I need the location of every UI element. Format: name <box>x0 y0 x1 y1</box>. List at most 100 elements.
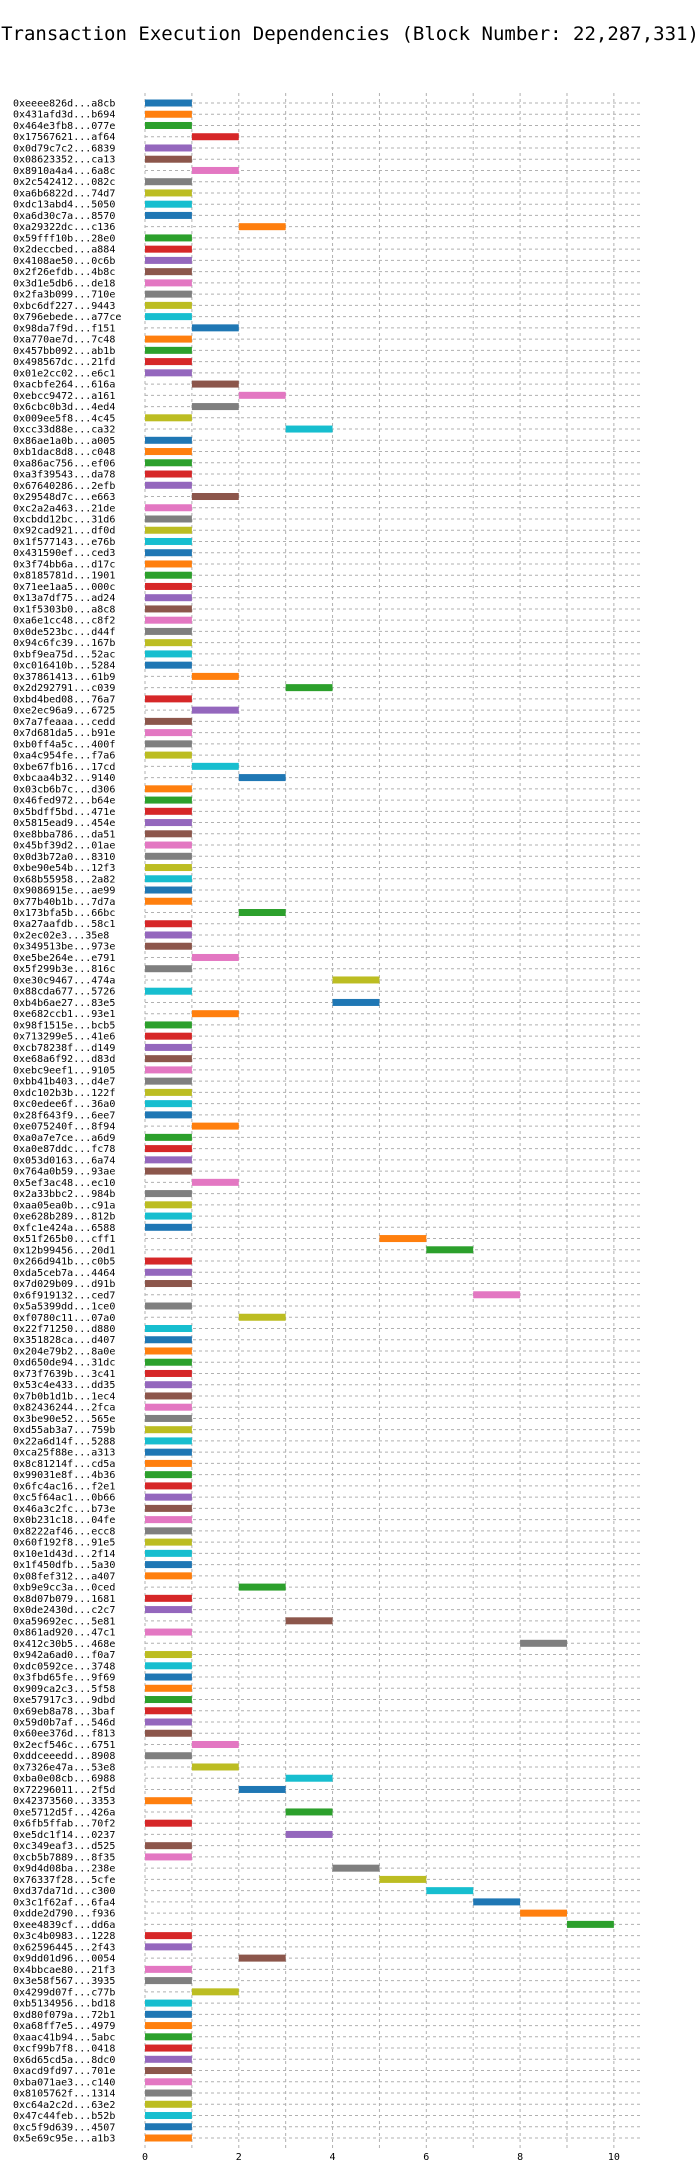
bar-0xcf99b7f8...0418 <box>145 2044 192 2052</box>
bar-0xc64a2c2d...63e2 <box>145 2100 192 2108</box>
bar-0x22f71250...d880 <box>145 1324 192 1332</box>
y-tick-label: 0x351828ca...d407 <box>13 1335 115 1346</box>
y-tick-label: 0xcc33d88e...ca32 <box>13 425 115 436</box>
y-tick-label: 0x5a5399dd...1ce0 <box>13 1302 115 1313</box>
x-tick-labels: 0 2 4 6 8 10 <box>142 2152 620 2163</box>
y-tick-label: 0x45bf39d2...01ae <box>13 841 115 852</box>
y-tick-label: 0xb1dac8d8...c048 <box>13 447 115 458</box>
bar-0xe628b289...812b <box>145 1212 192 1220</box>
y-tick-label: 0xeeee826d...a8cb <box>13 99 115 110</box>
bar-0x6d65cd5a...8dc0 <box>145 2055 192 2063</box>
bar-0x173bfa5b...66bc <box>238 909 286 917</box>
bar-0xc5f64ac1...0b66 <box>145 1493 192 1501</box>
bar-0x99031e8f...4b36 <box>145 1471 192 1479</box>
y-tick-label: 0xe682ccb1...93e1 <box>13 1009 115 1020</box>
bar-0x86ae1a0b...a005 <box>145 436 192 444</box>
bar-0xfc1e424a...6588 <box>145 1223 192 1231</box>
y-tick-label: 0x69eb8a78...3baf <box>13 1706 115 1717</box>
y-tick-label: 0x457bb092...ab1b <box>13 346 115 357</box>
y-tick-label: 0x73f7639b...3c41 <box>13 1369 115 1380</box>
bar-0x28f643f9...6ee7 <box>145 1111 192 1119</box>
bar-0xbf9ea75d...52ac <box>145 650 192 658</box>
y-tick-label: 0xc0edee6f...36a0 <box>13 1099 115 1110</box>
bar-0xbcaa4b32...9140 <box>238 774 286 782</box>
y-tick-label: 0x053d0163...6a74 <box>13 1155 115 1166</box>
y-tick-label: 0x8d07b079...1681 <box>13 1594 115 1605</box>
bar-0xba071ae3...c140 <box>145 2078 192 2086</box>
x-tick-label-4: 4 <box>330 2152 336 2163</box>
bar-0xdde2d790...f936 <box>520 1909 567 1917</box>
bar-0x9dd01d96...0054 <box>238 1954 286 1962</box>
bar-0x37861413...61b9 <box>191 672 239 680</box>
y-tick-label: 0xdde2d790...f936 <box>13 1909 115 1920</box>
y-tick-label: 0xba0e08cb...6988 <box>13 1774 115 1785</box>
bar-0xa4c954fe...f7a6 <box>145 751 192 759</box>
bar-0x10e1d43d...2f14 <box>145 1549 192 1557</box>
y-tick-label: 0x03cb6b7c...d306 <box>13 784 115 795</box>
y-tick-label: 0x99031e8f...4b36 <box>13 1470 115 1481</box>
bar-0x92cad921...df0d <box>145 526 192 534</box>
bar-0x73f7639b...3c41 <box>145 1369 192 1377</box>
bar-0x0de2430d...c2c7 <box>145 1606 192 1614</box>
bar-0x03cb6b7c...d306 <box>145 785 192 793</box>
y-tick-label: 0x5f299b3e...816c <box>13 964 115 975</box>
bar-0x4bbcae80...21f3 <box>145 1965 192 1973</box>
y-tick-label: 0x98f1515e...bcb5 <box>13 1020 115 1031</box>
bar-0xd37da71d...c300 <box>426 1887 474 1895</box>
y-tick-label: 0x2deccbed...a884 <box>13 245 115 256</box>
bar-0x9086915e...ae99 <box>145 886 192 894</box>
y-tick-label: 0xe5dc1f14...0237 <box>13 1830 115 1841</box>
y-tick-label: 0x3fbd65fe...9f69 <box>13 1673 115 1684</box>
y-tick-label: 0x2fa3b099...710e <box>13 290 115 301</box>
y-tick-label: 0x3be90e52...565e <box>13 1414 115 1425</box>
y-tick-label: 0x46fed972...b64e <box>13 796 115 807</box>
bar-0x94c6fc39...167b <box>145 639 192 647</box>
bar-0xddceeedd...8908 <box>145 1752 192 1760</box>
bar-0x2c542412...082c <box>145 178 192 186</box>
y-tick-label: 0x1f5303b0...a8c8 <box>13 604 115 615</box>
bar-0x2ec02e3...35e8 <box>145 931 192 939</box>
bar-0x0b231c18...04fe <box>145 1516 192 1524</box>
y-tick-label: 0xc016410b...5284 <box>13 661 115 672</box>
bar-0xcb78238f...d149 <box>145 1043 192 1051</box>
y-tick-label: 0x8c81214f...cd5a <box>13 1459 115 1470</box>
y-tick-label: 0xa27aafdb...58c1 <box>13 919 115 930</box>
y-tick-label: 0xe30c9467...474a <box>13 975 115 986</box>
y-tick-label: 0x3c4b0983...1228 <box>13 1931 115 1942</box>
bar-0xc016410b...5284 <box>145 661 192 669</box>
bar-0xebcc9472...a161 <box>238 391 286 399</box>
y-tick-label: 0xb9e9cc3a...0ced <box>13 1583 115 1594</box>
y-tick-label: 0xa0e87ddc...fc78 <box>13 1144 115 1155</box>
y-tick-label: 0x266d941b...c0b5 <box>13 1257 115 1268</box>
bar-0x77b40b1b...7d7a <box>145 897 192 905</box>
bar-0xacd9fd97...701e <box>145 2067 192 2075</box>
bar-0xb5134956...bd18 <box>145 1999 192 2007</box>
y-tick-label: 0x60f192f8...91e5 <box>13 1538 115 1549</box>
y-tick-label: 0xa0a7e7ce...a6d9 <box>13 1133 115 1144</box>
y-tick-label: 0x72296011...2f5d <box>13 1785 115 1796</box>
bar-0xee4839cf...dd6a <box>566 1920 614 1928</box>
y-tick-label: 0xa6e1cc48...c8f2 <box>13 616 115 627</box>
bar-0x861ad920...47c1 <box>145 1628 192 1636</box>
y-tick-label: 0x764a0b59...93ae <box>13 1167 115 1178</box>
bar-0x72296011...2f5d <box>238 1785 286 1793</box>
bar-0xe5dc1f14...0237 <box>285 1830 333 1838</box>
x-tick-label-8: 8 <box>517 2152 523 2163</box>
y-tick-label: 0xacd9fd97...701e <box>13 2066 115 2077</box>
bar-0xebc9eef1...9105 <box>145 1066 192 1074</box>
bar-0x457bb092...ab1b <box>145 346 192 354</box>
bar-0x88cda677...5726 <box>145 987 192 995</box>
bar-0xd55ab3a7...759b <box>145 1426 192 1434</box>
bar-0x764a0b59...93ae <box>145 1167 192 1175</box>
y-tick-label: 0xa29322dc...c136 <box>13 222 115 233</box>
bar-0xcb5b7889...8f35 <box>145 1853 192 1861</box>
bar-0xa770ae7d...7c48 <box>145 335 192 343</box>
bar-0x98da7f9d...f151 <box>191 324 239 332</box>
bar-0x59d0b7af...546d <box>145 1718 192 1726</box>
bar-0x67640286...2efb <box>145 481 192 489</box>
bar-0x08623352...ca13 <box>145 155 192 163</box>
bar-0x2f26efdb...4b8c <box>145 268 192 276</box>
bar-0x7326e47a...53e8 <box>191 1763 239 1771</box>
bar-0x17567621...af64 <box>191 133 239 141</box>
bar-0xa86ac756...ef06 <box>145 459 192 467</box>
